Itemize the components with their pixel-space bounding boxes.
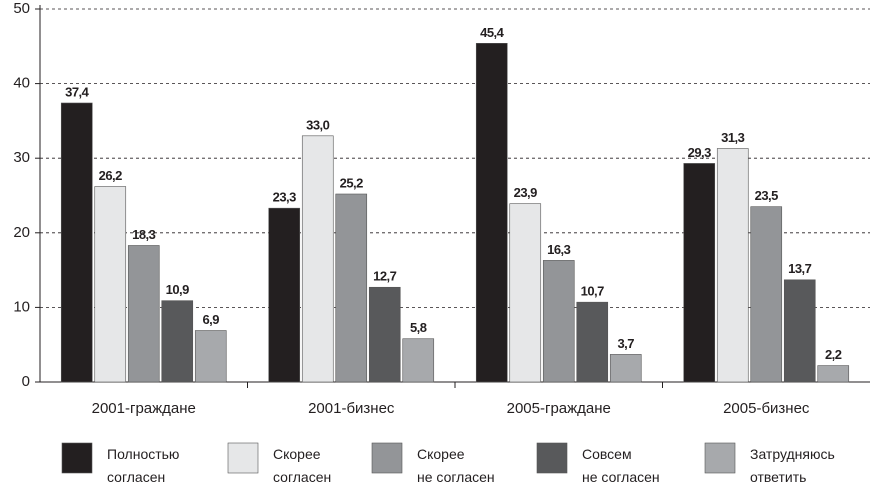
x-tick-label: 2005-бизнес (723, 400, 810, 417)
legend-swatch (227, 442, 259, 474)
x-tick-label: 2001-бизнес (308, 400, 395, 417)
bar (750, 206, 783, 383)
legend-label: Полностью согласен (107, 446, 179, 485)
legend-label: Скорее согласен (273, 446, 331, 485)
x-tick-label: 2001-граждане (92, 400, 196, 417)
value-label: 16,3 (547, 242, 571, 257)
y-tick-label: 50 (13, 0, 30, 17)
value-label: 33,0 (306, 117, 330, 132)
value-label: 23,5 (755, 188, 779, 203)
bar (817, 365, 850, 383)
bar (509, 203, 542, 383)
x-tick-label: 2005-граждане (507, 400, 611, 417)
value-label: 23,9 (514, 185, 538, 200)
legend-line: не согласен (582, 469, 660, 485)
bar (402, 338, 435, 383)
value-label: 12,7 (373, 269, 397, 284)
bar (783, 279, 816, 383)
bar (301, 135, 334, 383)
legend-line: Совсем (582, 446, 632, 462)
legend-line: Затрудняюсь (750, 446, 835, 462)
value-label: 13,7 (788, 261, 812, 276)
legend-swatch (61, 442, 93, 474)
value-label: 45,4 (480, 25, 505, 40)
bar (609, 354, 642, 383)
bar (94, 186, 127, 383)
legend-line: не согласен (417, 469, 495, 485)
bar (268, 207, 301, 383)
y-tick-label: 0 (22, 373, 30, 390)
bar (60, 102, 93, 383)
legend-line: согласен (107, 469, 165, 485)
value-label: 2,2 (825, 347, 842, 362)
bar (194, 330, 227, 383)
value-label: 25,2 (340, 175, 364, 190)
y-tick-label: 10 (13, 298, 30, 315)
y-tick-label: 20 (13, 224, 30, 241)
value-label: 26,2 (99, 168, 123, 183)
bar (576, 301, 609, 383)
legend-label: Совсем не согласен (582, 446, 660, 485)
legend-line: согласен (273, 469, 331, 485)
legend-line: Скорее (273, 446, 321, 462)
value-label: 3,7 (617, 336, 634, 351)
value-label: 37,4 (65, 84, 90, 99)
legend-line: Скорее (417, 446, 465, 462)
bar (368, 286, 401, 383)
y-tick-label: 30 (13, 149, 30, 166)
legend-line: Полностью (107, 446, 179, 462)
bar (683, 163, 716, 383)
value-label: 6,9 (202, 312, 219, 327)
value-label: 31,3 (721, 130, 745, 145)
legend-swatch (536, 442, 568, 474)
legend-line: ответить (750, 469, 806, 485)
bar (475, 43, 508, 383)
legend-label: Затрудняюсь ответить (750, 446, 835, 485)
bar (127, 245, 160, 383)
legend-swatch (704, 442, 736, 474)
value-label: 10,9 (166, 282, 190, 297)
bar (716, 148, 749, 383)
value-label: 23,3 (273, 190, 297, 205)
value-label: 18,3 (132, 227, 156, 242)
value-label: 29,3 (688, 145, 712, 160)
value-label: 10,7 (581, 284, 605, 299)
value-label: 5,8 (410, 320, 427, 335)
legend-swatch (371, 442, 403, 474)
y-tick-label: 40 (13, 75, 30, 92)
legend-label: Скорее не согласен (417, 446, 495, 485)
bar (542, 260, 575, 383)
bar (335, 193, 368, 383)
bar (161, 300, 194, 383)
